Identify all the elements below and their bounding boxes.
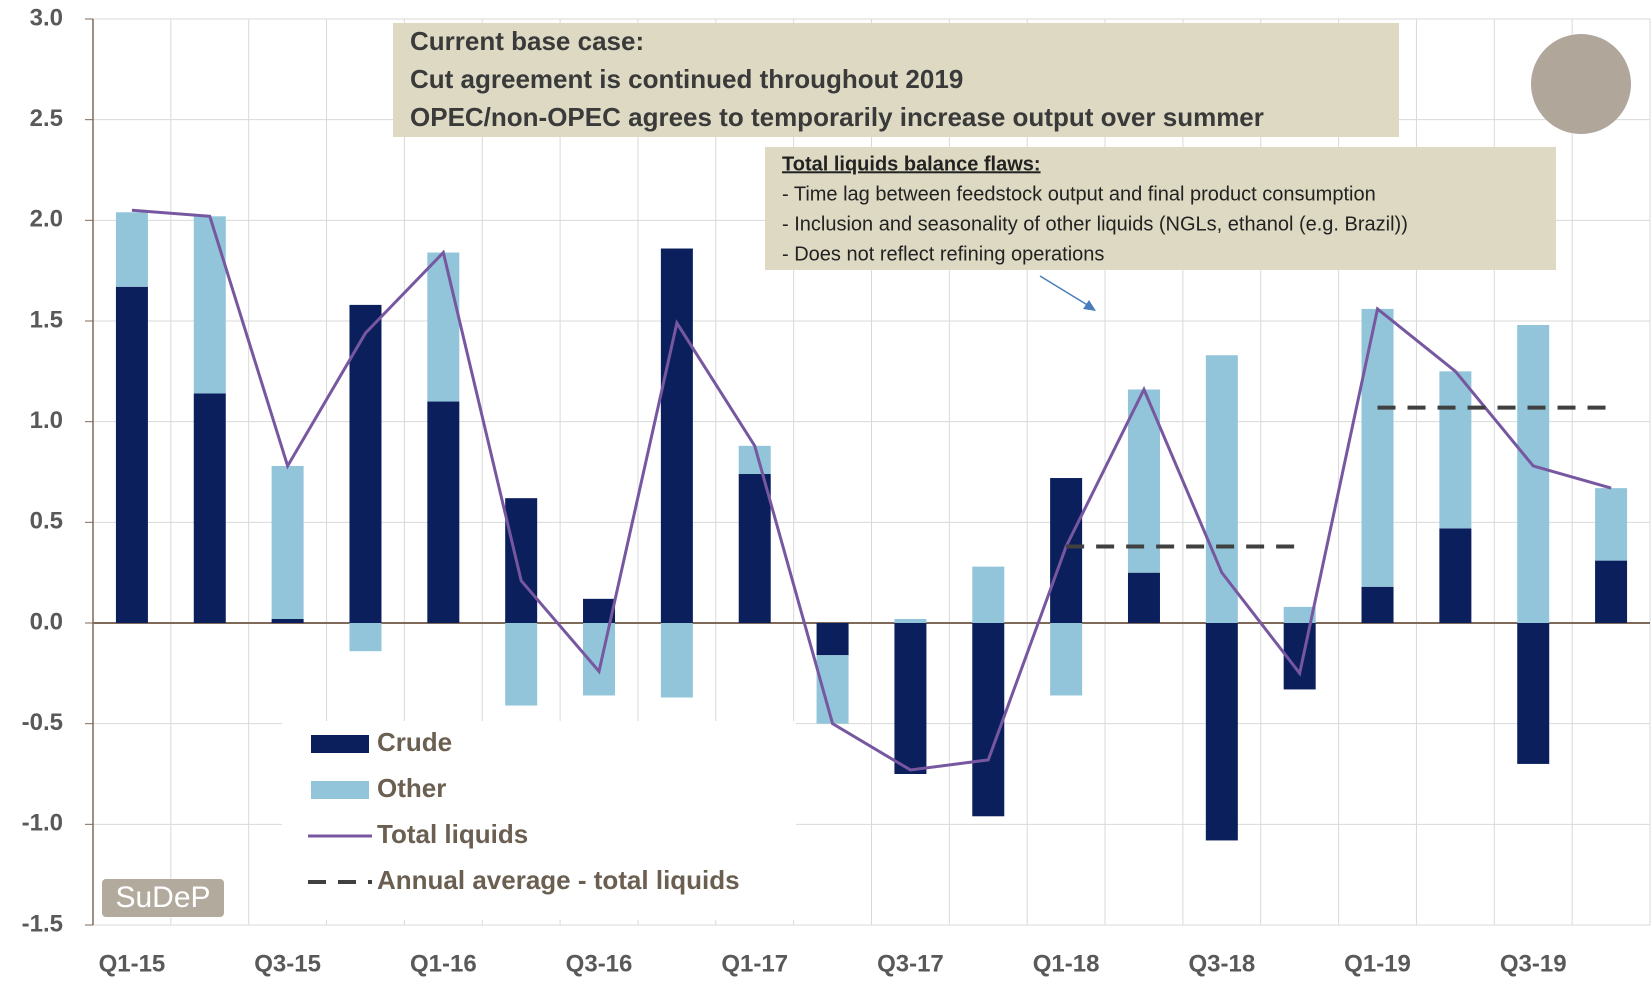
bar [1205, 355, 1238, 623]
x-tick-label: Q1-17 [721, 950, 788, 977]
arrow [1039, 275, 1095, 310]
bar [1517, 325, 1550, 623]
legend-label: Other [377, 773, 446, 803]
bar [1283, 606, 1316, 623]
x-tick-label: Q3-15 [254, 950, 321, 977]
bar [738, 474, 771, 623]
annotation: - Time lag between feedstock output and … [782, 183, 1376, 205]
bar [505, 623, 538, 706]
x-tick-label: Q1-16 [410, 950, 477, 977]
bar [271, 465, 304, 619]
bar [1595, 488, 1628, 561]
annotation: Current base case: [410, 26, 644, 56]
legend-label: Total liquids [377, 819, 528, 849]
source-box [102, 879, 224, 917]
y-tick-label: 0.5 [30, 508, 63, 535]
y-tick-label: -1.5 [22, 910, 63, 937]
bar [427, 401, 460, 623]
bar [1361, 308, 1394, 587]
bar [115, 286, 148, 623]
bar [349, 304, 382, 623]
bar [972, 566, 1005, 623]
y-tick-label: 1.5 [30, 306, 63, 333]
bar [660, 248, 693, 623]
y-tick-label: -0.5 [22, 709, 63, 736]
annotation: - Does not reflect refining operations [782, 243, 1104, 265]
bar [1205, 623, 1238, 841]
bars [115, 212, 1628, 841]
x-tick-label: Q1-15 [99, 950, 166, 977]
x-tick-label: Q3-16 [566, 950, 633, 977]
bar [816, 623, 849, 656]
x-tick-label: Q3-19 [1500, 950, 1567, 977]
y-tick-label: -1.0 [22, 810, 63, 837]
annotation: OPEC/non-OPEC agrees to temporarily incr… [410, 102, 1264, 132]
y-tick-label: 1.0 [30, 407, 63, 434]
arrow-head [1083, 300, 1096, 311]
bar [1127, 572, 1160, 623]
legend: Crude Other Total liquids Annual average - … [308, 727, 740, 895]
bar [1127, 389, 1160, 573]
bar [1595, 560, 1628, 623]
line [131, 208, 1612, 772]
bar [972, 623, 1005, 817]
annotation: - Inclusion and seasonality of other liq… [782, 213, 1408, 235]
flaws-box [765, 147, 1556, 270]
legend-label: Crude [377, 727, 452, 757]
bar [193, 393, 226, 623]
bar [1050, 623, 1083, 696]
source-logo: SuDeP [115, 881, 210, 914]
legend-swatch [311, 735, 369, 753]
bar [816, 655, 849, 724]
x-tick-label: Q1-19 [1344, 950, 1411, 977]
legend-swatch [311, 781, 369, 799]
bar [271, 618, 304, 623]
bar [115, 212, 148, 287]
y-tick-label: 3.0 [30, 4, 63, 31]
bar [660, 623, 693, 698]
annotation: Total liquids balance flaws: [782, 153, 1041, 175]
y-tick-label: 0.0 [30, 608, 63, 635]
legend-box [282, 721, 796, 920]
bar [894, 618, 927, 623]
bar [1283, 623, 1316, 690]
bar [1361, 586, 1394, 623]
bar [1439, 528, 1472, 623]
bar [1517, 623, 1550, 764]
y-tick-label: 2.5 [30, 105, 63, 132]
bar [427, 252, 460, 402]
bar [349, 623, 382, 652]
x-tick-label: Q3-18 [1188, 950, 1255, 977]
base-case-box [393, 23, 1399, 137]
bar [894, 623, 927, 774]
y-tick-label: 2.0 [30, 206, 63, 233]
bar [193, 216, 226, 394]
lines [131, 208, 1612, 772]
x-tick-label: Q1-18 [1033, 950, 1100, 977]
x-tick-label: Q3-17 [877, 950, 944, 977]
bar [505, 498, 538, 623]
bar [1439, 371, 1472, 529]
legend-label: Annual average - total liquids [377, 865, 740, 895]
annotation: Cut agreement is continued throughout 20… [410, 64, 963, 94]
logo [1531, 34, 1631, 134]
